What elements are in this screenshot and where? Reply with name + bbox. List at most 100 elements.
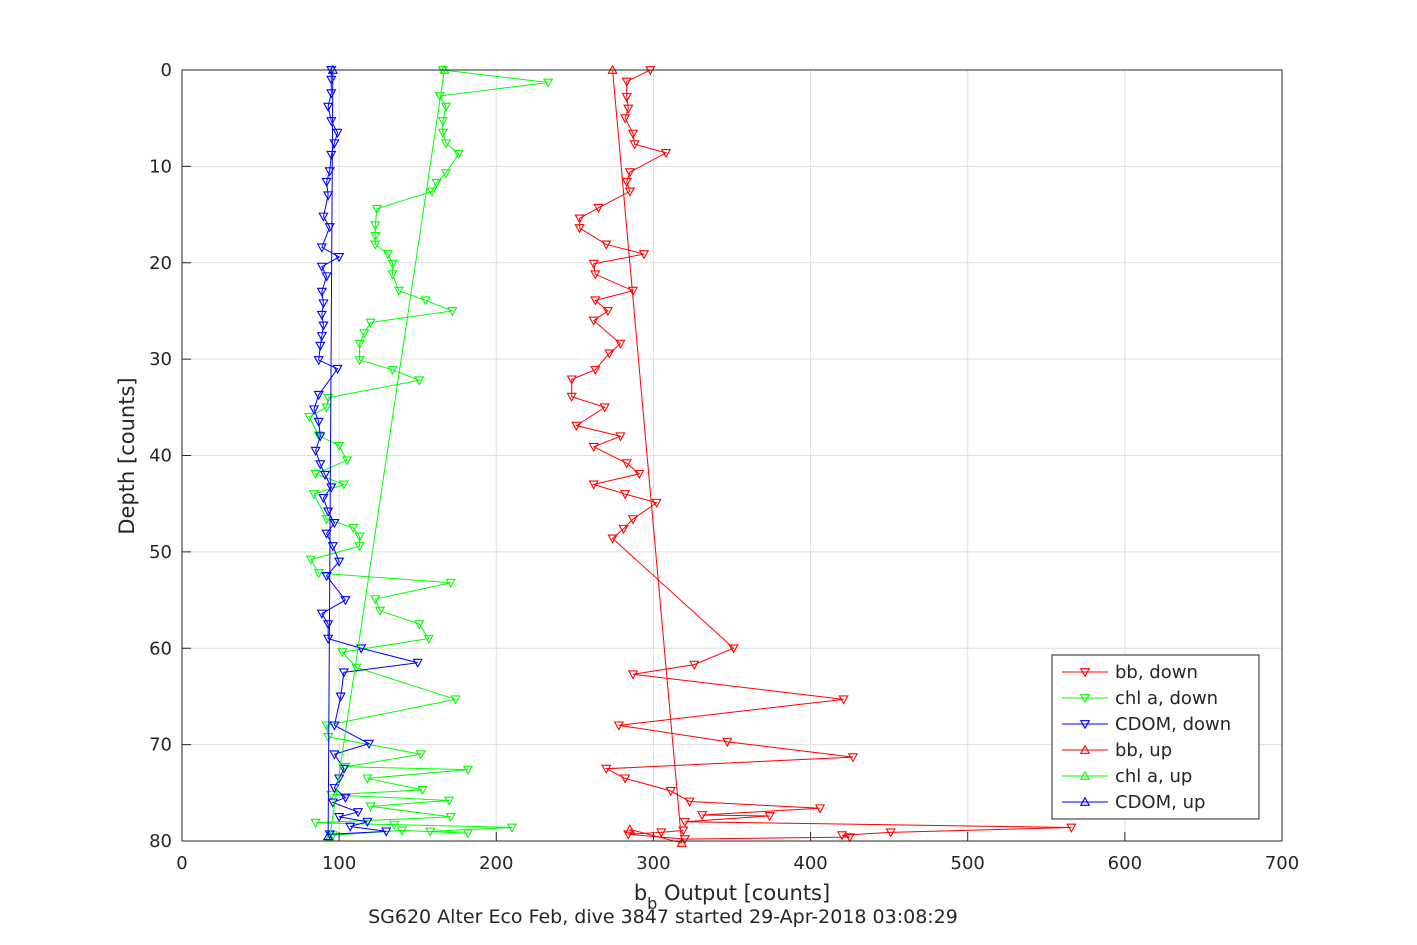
data-point-marker	[326, 89, 337, 99]
data-point-marker	[588, 259, 599, 270]
data-point-marker	[440, 169, 452, 179]
data-point-marker	[313, 390, 324, 401]
y-tick-label: 40	[149, 446, 172, 467]
series-line	[329, 69, 445, 838]
data-point-marker	[340, 596, 351, 606]
data-point-marker	[601, 240, 612, 250]
data-point-marker	[844, 833, 855, 843]
data-point-marker	[310, 469, 321, 480]
data-point-marker	[623, 830, 634, 840]
data-point-marker	[323, 830, 334, 841]
data-point-marker	[354, 542, 365, 552]
data-point-marker	[590, 296, 601, 306]
data-point-marker	[321, 515, 332, 525]
x-tick-label: 200	[479, 853, 513, 874]
data-point-marker	[324, 830, 335, 840]
data-point-marker	[678, 826, 689, 836]
data-point-marker	[321, 272, 332, 282]
data-point-marker	[814, 804, 826, 814]
data-point-marker	[370, 221, 381, 231]
data-point-marker	[445, 578, 456, 589]
data-point-marker	[624, 824, 635, 834]
data-point-marker	[604, 349, 615, 359]
data-point-marker	[356, 644, 367, 654]
data-point-marker	[689, 660, 700, 670]
data-point-marker	[414, 376, 425, 386]
data-point-marker	[412, 658, 423, 669]
data-point-marker	[847, 753, 859, 763]
data-point-marker	[415, 750, 426, 760]
data-point-marker	[627, 515, 639, 525]
data-point-marker	[370, 231, 381, 242]
data-point-marker	[319, 470, 331, 481]
data-point-marker	[326, 117, 337, 127]
data-point-marker	[836, 831, 848, 841]
legend-label: bb, up	[1115, 740, 1172, 761]
x-tick-label: 700	[1265, 853, 1299, 874]
data-point-marker	[623, 104, 634, 114]
data-point-marker	[316, 310, 327, 321]
data-point-marker	[613, 721, 624, 731]
data-point-marker	[618, 524, 629, 535]
data-point-marker	[371, 204, 382, 215]
data-point-marker	[420, 296, 431, 306]
data-point-marker	[627, 670, 639, 680]
data-point-marker	[313, 356, 324, 366]
data-point-marker	[621, 93, 632, 103]
data-point-marker	[318, 299, 329, 309]
data-point-marker	[313, 569, 324, 579]
series-line	[327, 69, 334, 837]
data-point-marker	[318, 212, 329, 222]
data-point-marker	[426, 187, 437, 197]
data-point-marker	[393, 286, 404, 297]
y-tick-label: 0	[161, 60, 172, 81]
data-point-marker	[620, 490, 631, 500]
data-point-marker	[326, 75, 337, 85]
data-point-marker	[615, 432, 626, 442]
data-point-marker	[326, 483, 337, 493]
x-tick-label: 300	[636, 853, 670, 874]
x-tick-label: 0	[176, 853, 187, 874]
data-point-marker	[308, 490, 320, 500]
x-axis-ticks: 0 100 200 300 400 500 600 700	[176, 832, 1299, 874]
data-point-marker	[593, 203, 604, 214]
legend-box	[1051, 654, 1260, 820]
data-point-marker	[332, 128, 343, 138]
data-point-marker	[434, 92, 445, 102]
data-point-marker	[764, 812, 775, 822]
data-point-marker	[323, 191, 334, 201]
data-point-marker	[334, 253, 345, 263]
data-point-marker	[885, 828, 896, 838]
data-point-marker	[365, 802, 376, 812]
legend-marker	[1079, 668, 1091, 678]
data-point-marker	[453, 149, 464, 160]
data-point-marker	[321, 177, 332, 188]
data-point-marker	[684, 797, 695, 807]
data-point-marker	[838, 695, 849, 705]
data-point-marker	[354, 356, 365, 366]
data-point-marker	[338, 668, 349, 678]
data-point-marker	[341, 456, 353, 466]
data-point-marker	[621, 459, 632, 469]
data-point-marker	[450, 695, 461, 705]
data-point-marker	[621, 177, 632, 188]
data-point-marker	[440, 102, 452, 112]
data-point-marker	[381, 827, 392, 837]
data-point-marker	[354, 339, 365, 350]
y-axis-title: Depth [counts]	[115, 377, 139, 534]
data-point-marker	[351, 663, 362, 673]
data-point-marker	[414, 620, 425, 630]
data-point-marker	[387, 270, 398, 280]
legend-marker	[1079, 694, 1091, 704]
data-point-marker	[599, 403, 610, 413]
data-point-marker	[588, 316, 599, 326]
data-point-marker	[634, 469, 645, 480]
data-point-marker	[338, 480, 349, 490]
data-point-marker	[620, 774, 631, 784]
data-point-marker	[607, 534, 618, 544]
data-point-marker	[316, 332, 327, 342]
data-point-marker	[425, 827, 436, 837]
y-tick-label: 60	[149, 638, 172, 659]
x-tick-label: 100	[322, 853, 356, 874]
data-point-marker	[315, 460, 326, 470]
